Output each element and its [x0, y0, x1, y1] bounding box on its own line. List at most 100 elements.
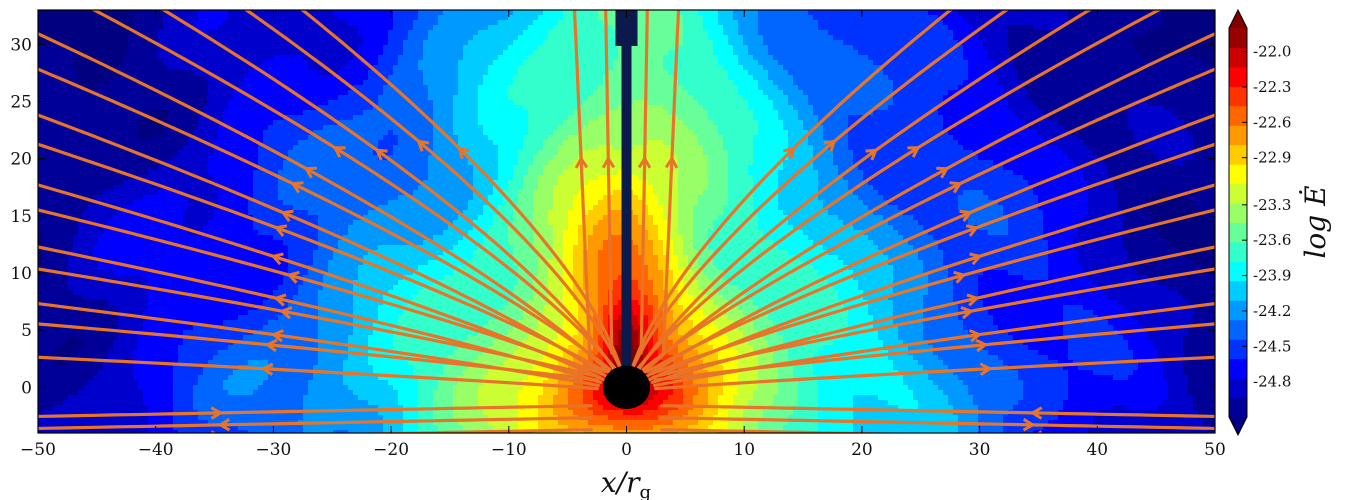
heatmap-cell: [648, 55, 654, 61]
heatmap-cell: [63, 70, 69, 76]
heatmap-cell: [398, 15, 404, 21]
heatmap-cell: [608, 65, 614, 71]
heatmap-cell: [1088, 55, 1094, 61]
heatmap-cell: [98, 105, 104, 111]
heatmap-cell: [188, 100, 194, 106]
heatmap-cell: [828, 55, 834, 61]
heatmap-cell: [428, 40, 434, 46]
heatmap-cell: [788, 85, 794, 91]
heatmap-cell: [608, 45, 614, 51]
heatmap-cell: [938, 50, 944, 56]
heatmap-cell: [903, 90, 909, 96]
heatmap-cell: [248, 15, 254, 21]
heatmap-cell: [403, 105, 409, 111]
heatmap-cell: [988, 45, 994, 51]
heatmap-cell: [263, 95, 269, 101]
heatmap-cell: [588, 100, 594, 106]
heatmap-cell: [888, 75, 894, 81]
heatmap-cell: [908, 90, 914, 96]
heatmap-cell: [423, 65, 429, 71]
heatmap-cell: [1113, 60, 1119, 66]
heatmap-cell: [103, 10, 109, 16]
heatmap-cell: [903, 85, 909, 91]
heatmap-cell: [768, 35, 774, 41]
heatmap-cell: [458, 110, 464, 116]
heatmap-cell: [633, 90, 639, 96]
heatmap-cell: [513, 110, 519, 116]
heatmap-cell: [93, 95, 99, 101]
heatmap-cell: [223, 35, 229, 41]
heatmap-cell: [868, 105, 874, 111]
heatmap-cell: [488, 20, 494, 26]
heatmap-cell: [908, 75, 914, 81]
heatmap-cell: [228, 40, 234, 46]
heatmap-cell: [778, 65, 784, 71]
heatmap-cell: [68, 25, 74, 31]
heatmap-cell: [533, 20, 539, 26]
heatmap-cell: [938, 40, 944, 46]
heatmap-cell: [1143, 100, 1149, 106]
heatmap-cell: [1113, 100, 1119, 106]
heatmap-cell: [933, 100, 939, 106]
heatmap-cell: [803, 65, 809, 71]
heatmap-cell: [758, 35, 764, 41]
heatmap-cell: [753, 25, 759, 31]
heatmap-cell: [63, 30, 69, 36]
heatmap-cell: [863, 45, 869, 51]
heatmap-cell: [38, 80, 44, 86]
heatmap-cell: [533, 25, 539, 31]
heatmap-cell: [893, 10, 899, 16]
heatmap-cell: [823, 90, 829, 96]
heatmap-cell: [683, 30, 689, 36]
heatmap-cell: [993, 105, 999, 111]
heatmap-cell: [498, 80, 504, 86]
heatmap-cell: [748, 45, 754, 51]
heatmap-cell: [238, 60, 244, 66]
heatmap-cell: [588, 40, 594, 46]
heatmap-cell: [818, 105, 824, 111]
heatmap-cell: [1013, 80, 1019, 86]
heatmap-cell: [1038, 100, 1044, 106]
heatmap-cell: [883, 15, 889, 21]
heatmap-cell: [1048, 45, 1054, 51]
heatmap-cell: [1203, 105, 1209, 111]
heatmap-cell: [258, 70, 264, 76]
heatmap-cell: [958, 15, 964, 21]
heatmap-cell: [708, 25, 714, 31]
heatmap-cell: [793, 75, 799, 81]
heatmap-cell: [498, 30, 504, 36]
heatmap-cell: [448, 30, 454, 36]
heatmap-cell: [393, 90, 399, 96]
heatmap-cell: [1148, 105, 1154, 111]
heatmap-cell: [1098, 90, 1104, 96]
heatmap-cell: [248, 70, 254, 76]
heatmap-cell: [958, 30, 964, 36]
heatmap-cell: [423, 85, 429, 91]
heatmap-cell: [373, 90, 379, 96]
heatmap-cell: [213, 95, 219, 101]
heatmap-cell: [423, 80, 429, 86]
heatmap-cell: [138, 115, 144, 121]
heatmap-cell: [423, 110, 429, 116]
heatmap-cell: [528, 70, 534, 76]
heatmap-cell: [413, 40, 419, 46]
heatmap-cell: [543, 40, 549, 46]
heatmap-cell: [1203, 10, 1209, 16]
heatmap-cell: [823, 55, 829, 61]
heatmap-cell: [228, 80, 234, 86]
heatmap-cell: [48, 50, 54, 56]
heatmap-cell: [158, 10, 164, 16]
heatmap-cell: [1003, 25, 1009, 31]
heatmap-cell: [918, 50, 924, 56]
heatmap-cell: [608, 105, 614, 111]
heatmap-cell: [113, 15, 119, 21]
heatmap-cell: [633, 45, 639, 51]
heatmap-cell: [378, 40, 384, 46]
heatmap-cell: [193, 20, 199, 26]
heatmap-cell: [228, 75, 234, 81]
heatmap-cell: [468, 55, 474, 61]
heatmap-cell: [778, 70, 784, 76]
heatmap-cell: [918, 110, 924, 116]
heatmap-cell: [438, 50, 444, 56]
heatmap-cell: [363, 10, 369, 16]
